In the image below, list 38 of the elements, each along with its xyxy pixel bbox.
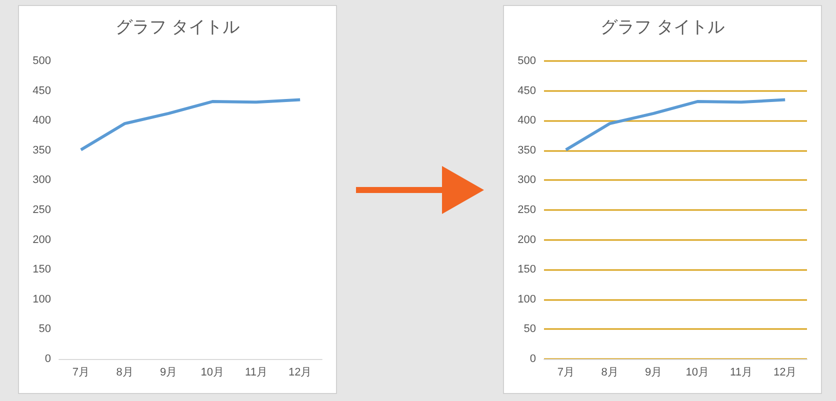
y-tick-label: 200 (32, 234, 51, 246)
y-tick-label: 0 (44, 353, 51, 365)
x-tick-label: 10月 (686, 366, 710, 378)
y-tick-label: 300 (518, 174, 536, 186)
y-tick-label: 200 (518, 234, 536, 246)
y-tick-label: 500 (32, 55, 51, 67)
chart-title: グラフ タイトル (600, 18, 725, 38)
y-tick-label: 300 (32, 174, 51, 186)
x-tick-label: 10月 (200, 366, 224, 378)
x-tick-label: 9月 (160, 366, 178, 378)
y-tick-label: 450 (518, 84, 536, 97)
y-tick-label: 150 (32, 264, 51, 276)
x-tick-label: 12月 (773, 366, 797, 378)
y-tick-label: 400 (518, 114, 536, 127)
y-tick-label: 0 (530, 353, 536, 365)
x-tick-label: 8月 (601, 366, 618, 378)
line-series (564, 98, 787, 152)
y-tick-label: 150 (518, 264, 536, 276)
y-tick-label: 400 (32, 114, 51, 127)
y-tick-label: 100 (32, 293, 51, 306)
line-series (79, 98, 302, 152)
y-tick-label: 350 (32, 144, 51, 156)
x-tick-label: 11月 (245, 366, 268, 378)
y-tick-label: 100 (518, 293, 536, 306)
x-tick-label: 9月 (645, 366, 662, 378)
x-tick-label: 11月 (730, 366, 752, 378)
x-tick-label: 7月 (72, 366, 90, 378)
y-tick-label: 350 (518, 144, 536, 156)
y-tick-label: 450 (32, 84, 51, 97)
x-tick-label: 12月 (288, 366, 312, 378)
y-tick-label: 250 (518, 204, 536, 216)
x-tick-label: 7月 (557, 366, 574, 378)
y-tick-label: 50 (38, 323, 51, 336)
y-tick-label: 50 (524, 323, 536, 336)
y-tick-label: 250 (32, 204, 51, 216)
y-tick-label: 500 (518, 55, 536, 67)
chart-title: グラフ タイトル (115, 18, 240, 38)
x-tick-label: 8月 (116, 366, 134, 378)
